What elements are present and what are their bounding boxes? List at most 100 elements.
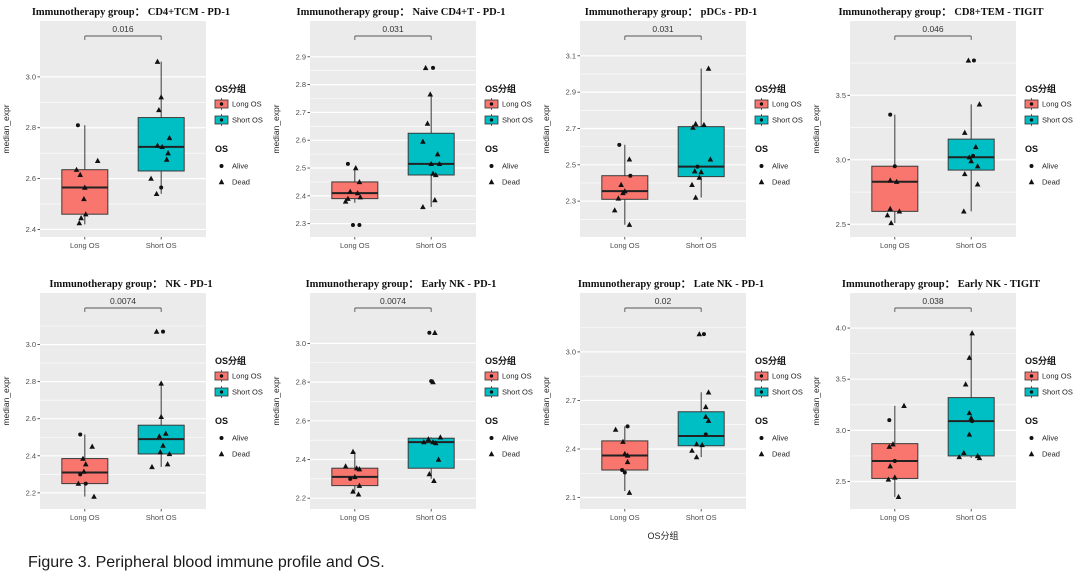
y-tick-label: 2.2 — [26, 488, 36, 497]
point-dead — [158, 94, 164, 100]
alive-shape-icon — [1029, 164, 1034, 168]
point-dead — [961, 449, 967, 456]
legend-item-label: Long OS — [772, 372, 802, 381]
alive-shape-icon — [219, 164, 224, 168]
legend-item-label: Short OS — [772, 388, 803, 397]
point-dead — [436, 160, 443, 167]
point-alive — [78, 472, 83, 477]
point-dead — [81, 468, 87, 474]
x-tick-label: Short OS — [416, 513, 447, 522]
point-dead — [82, 184, 88, 190]
point-dead — [78, 215, 84, 221]
x-tick-label: Short OS — [146, 241, 177, 250]
point-dead — [352, 473, 358, 480]
y-tick-label: 2.3 — [296, 219, 306, 228]
dead-shape-icon — [758, 451, 765, 457]
legend-key-dot — [1029, 102, 1034, 106]
box-short-os — [407, 132, 455, 176]
p-value-label: 0.031 — [652, 24, 674, 34]
box-short-os — [677, 126, 725, 178]
boxplot-svg: 2.3 2.4 2.5 2.6 2.7 2.8 2.9 0.031 Long OS Short O… — [271, 21, 533, 250]
point-alive — [892, 164, 897, 169]
point-dead — [356, 482, 363, 488]
x-tick-label: Short OS — [956, 241, 987, 250]
point-alive — [617, 142, 622, 147]
point-dead — [420, 138, 426, 144]
point-dead — [422, 64, 429, 71]
legend-group-title: OS分组 — [485, 83, 516, 94]
point-alive — [701, 332, 706, 337]
legend-group-title: OS分组 — [215, 355, 246, 366]
point-dead — [962, 381, 969, 387]
legend-shape-label: Alive — [1042, 434, 1058, 443]
y-tick-label: 3.0 — [26, 72, 36, 81]
legend-shape-title: OS — [755, 416, 768, 426]
p-value-label: 0.046 — [922, 24, 944, 34]
point-alive — [892, 459, 897, 464]
boxplot-panel-cd8tem-tigit: Immunotherapy group： CD8+TEM - TIGIT 2.5… — [810, 0, 1080, 272]
x-tick-label: Long OS — [610, 513, 640, 522]
point-dead — [427, 91, 434, 97]
y-tick-label: 3.0 — [836, 426, 846, 435]
point-dead — [160, 442, 166, 448]
y-tick-label: 2.6 — [26, 174, 36, 183]
point-alive — [348, 476, 353, 481]
point-dead — [435, 456, 442, 462]
point-dead — [976, 101, 983, 107]
point-alive — [427, 330, 432, 335]
legend-key-dot — [759, 390, 764, 394]
boxplot-svg: 2.2 2.4 2.6 2.8 3.0 0.0074 Long OS Short OS medi… — [271, 293, 533, 522]
point-dead — [968, 415, 974, 421]
dead-shape-icon — [1028, 451, 1035, 457]
box-long-os — [331, 181, 379, 200]
point-dead — [976, 454, 983, 461]
legend-shape-title: OS — [215, 416, 228, 426]
point-dead — [355, 491, 362, 497]
legend-key-dot — [489, 118, 494, 122]
legend-item-label: Long OS — [1042, 100, 1072, 109]
point-dead — [705, 389, 712, 395]
p-value-label: 0.038 — [922, 296, 944, 306]
point-dead — [705, 65, 712, 71]
point-dead — [689, 181, 695, 187]
legend-item-label: Short OS — [502, 116, 533, 125]
box-long-os — [61, 169, 109, 215]
y-tick-label: 3.0 — [836, 155, 846, 164]
point-dead — [893, 178, 900, 184]
point-dead — [624, 458, 631, 465]
alive-shape-icon — [759, 436, 764, 440]
point-dead — [80, 455, 86, 461]
legend-key-dot — [1029, 118, 1034, 122]
point-dead — [968, 158, 974, 164]
point-dead — [77, 171, 84, 177]
point-dead — [886, 443, 893, 449]
point-alive — [622, 470, 627, 475]
y-axis-title: median_expr — [811, 376, 821, 425]
panel-title: Immunotherapy group： CD8+TEM - TIGIT — [838, 7, 1044, 18]
point-dead — [153, 328, 160, 334]
point-dead — [887, 177, 894, 183]
point-alive — [431, 65, 436, 70]
point-dead — [431, 477, 437, 483]
point-alive — [83, 481, 88, 486]
boxplot-svg: 2.4 2.6 2.8 3.0 0.016 Long OS Short OS median_e… — [1, 21, 263, 250]
y-tick-label: 2.5 — [836, 220, 846, 229]
boxplot-svg: 2.3 2.5 2.7 2.9 3.1 0.031 Long OS Short OS media… — [541, 21, 803, 250]
point-dead — [75, 480, 82, 486]
p-value-label: 0.031 — [382, 24, 404, 34]
alive-shape-icon — [1029, 436, 1034, 440]
point-dead — [699, 441, 705, 448]
panel-title: Immunotherapy group： Naive CD4+T - PD-1 — [296, 7, 506, 18]
x-tick-label: Short OS — [686, 513, 717, 522]
point-dead — [165, 150, 171, 156]
y-tick-label: 2.8 — [296, 378, 306, 387]
legend-shape-title: OS — [215, 144, 228, 154]
boxplot-svg: 2.5 3.0 3.5 4.0 0.038 Long OS Short OS median_e… — [811, 293, 1073, 522]
legend-item-label: Short OS — [232, 116, 263, 125]
point-dead — [956, 453, 963, 460]
boxplot-panel-early-nk-pd1: Immunotherapy group： Early NK - PD-1 2.2… — [270, 272, 540, 544]
legend-key-dot — [219, 102, 224, 106]
point-dead — [430, 170, 436, 176]
point-dead — [961, 208, 967, 214]
alive-shape-icon — [489, 164, 494, 168]
